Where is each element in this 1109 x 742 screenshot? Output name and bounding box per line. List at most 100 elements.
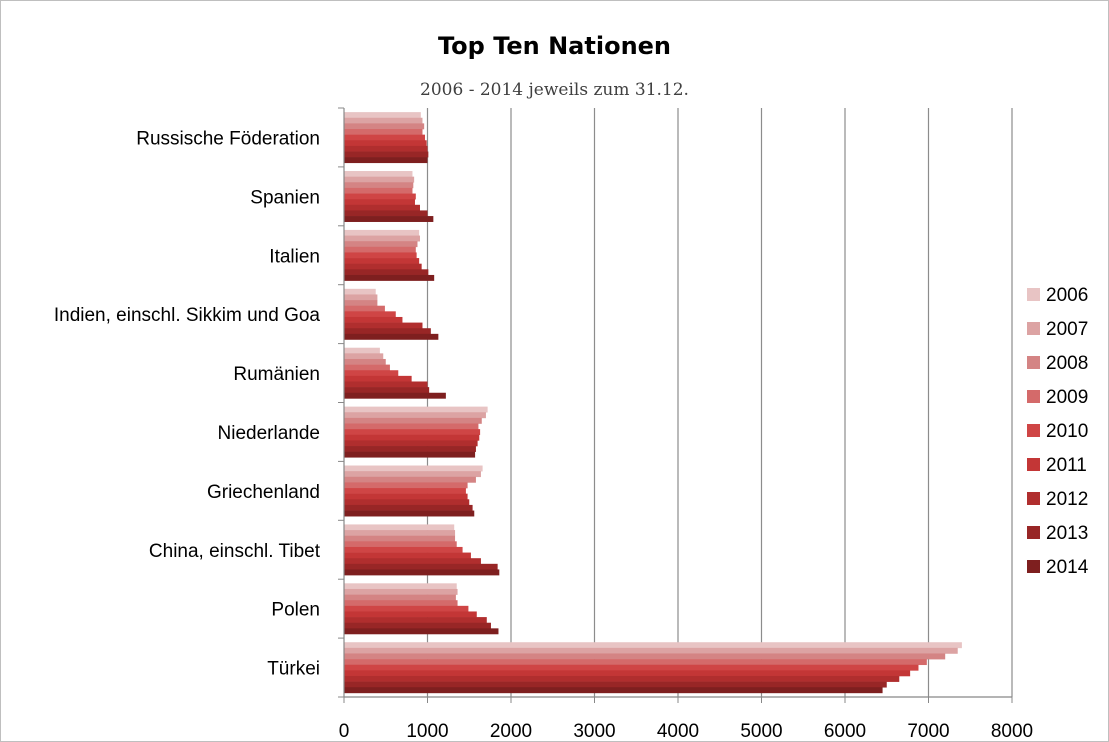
bar bbox=[344, 322, 423, 329]
bar bbox=[344, 269, 429, 276]
legend-label: 2014 bbox=[1046, 557, 1089, 578]
bar bbox=[344, 583, 457, 590]
bar bbox=[344, 451, 476, 458]
bar bbox=[344, 504, 473, 511]
category-label: Russische Föderation bbox=[136, 128, 320, 149]
bar bbox=[344, 229, 420, 236]
x-tick-label: 5000 bbox=[740, 721, 782, 742]
legend-label: 2006 bbox=[1046, 285, 1088, 306]
bar bbox=[344, 558, 481, 565]
x-tick-label: 2000 bbox=[490, 721, 532, 742]
bar bbox=[344, 541, 457, 548]
legend-swatch bbox=[1027, 322, 1040, 335]
legend-label: 2013 bbox=[1046, 523, 1088, 544]
bar bbox=[344, 417, 482, 424]
legend-swatch bbox=[1027, 526, 1040, 539]
bar bbox=[344, 524, 455, 531]
bar bbox=[344, 530, 456, 536]
category-label: Italien bbox=[269, 246, 320, 267]
bar bbox=[344, 145, 428, 152]
bar bbox=[344, 569, 500, 576]
bar bbox=[344, 241, 418, 248]
bar bbox=[344, 123, 425, 130]
category-label: Indien, einschl. Sikkim und Goa bbox=[54, 305, 321, 326]
bar bbox=[344, 493, 468, 500]
legend-label: 2009 bbox=[1046, 387, 1088, 408]
bar bbox=[344, 157, 428, 164]
bar bbox=[344, 611, 477, 618]
bar bbox=[344, 588, 458, 595]
x-tick-label: 8000 bbox=[991, 721, 1033, 742]
chart-subtitle: 2006 - 2014 jeweils zum 31.12. bbox=[420, 80, 689, 100]
bar bbox=[344, 510, 475, 517]
bar bbox=[344, 151, 429, 158]
legend-label: 2008 bbox=[1046, 353, 1088, 374]
bar bbox=[344, 300, 378, 307]
bars bbox=[344, 112, 962, 694]
bar bbox=[344, 193, 416, 200]
bar bbox=[344, 653, 946, 660]
bar bbox=[344, 353, 384, 360]
bar bbox=[344, 471, 481, 478]
legend-label: 2011 bbox=[1046, 455, 1087, 476]
bar bbox=[344, 675, 900, 682]
bar bbox=[344, 140, 427, 147]
bar bbox=[344, 171, 413, 177]
category-label: Spanien bbox=[250, 187, 320, 208]
bar bbox=[344, 392, 446, 399]
bar bbox=[344, 274, 435, 281]
category-label: Niederlande bbox=[218, 423, 320, 444]
bar bbox=[344, 235, 420, 242]
bar bbox=[344, 423, 479, 430]
bar bbox=[344, 605, 469, 612]
chart-title: Top Ten Nationen bbox=[437, 32, 672, 60]
bar bbox=[344, 681, 887, 688]
bar bbox=[344, 134, 425, 141]
bar bbox=[344, 199, 415, 206]
axes bbox=[338, 107, 1013, 703]
bar bbox=[344, 617, 487, 624]
legend-swatch bbox=[1027, 560, 1040, 573]
bar bbox=[344, 563, 498, 570]
bar bbox=[344, 412, 486, 419]
bar bbox=[344, 664, 919, 671]
bar bbox=[344, 670, 911, 677]
legend-swatch bbox=[1027, 390, 1040, 403]
legend-swatch bbox=[1027, 492, 1040, 505]
legend-swatch bbox=[1027, 424, 1040, 437]
bar bbox=[344, 311, 396, 318]
bar bbox=[344, 594, 456, 601]
gridlines bbox=[426, 108, 1013, 697]
bar bbox=[344, 552, 471, 559]
bar bbox=[344, 182, 414, 189]
legend-swatch bbox=[1027, 356, 1040, 369]
bar bbox=[344, 358, 386, 365]
bar bbox=[344, 434, 480, 441]
category-label: Türkei bbox=[267, 659, 320, 680]
bar bbox=[344, 647, 958, 654]
category-labels: Russische Föderation Spanien Italien Indien… bbox=[54, 128, 321, 679]
bar bbox=[344, 446, 476, 452]
bar bbox=[344, 305, 385, 312]
bar bbox=[344, 246, 416, 253]
bar bbox=[344, 347, 380, 354]
bar bbox=[344, 288, 376, 295]
bar bbox=[344, 476, 476, 483]
bar bbox=[344, 187, 413, 194]
bar bbox=[344, 210, 428, 217]
bar bbox=[344, 333, 439, 340]
bar bbox=[344, 387, 430, 394]
bar bbox=[344, 628, 499, 635]
bar bbox=[344, 406, 488, 413]
x-tick-label: 3000 bbox=[573, 721, 615, 742]
bar bbox=[344, 375, 412, 382]
bar bbox=[344, 129, 423, 135]
x-tick-label: 0 bbox=[339, 721, 350, 742]
bar bbox=[344, 622, 491, 629]
category-label: Griechenland bbox=[207, 482, 320, 503]
bar bbox=[344, 642, 962, 649]
bar bbox=[344, 328, 431, 335]
bar bbox=[344, 381, 428, 388]
